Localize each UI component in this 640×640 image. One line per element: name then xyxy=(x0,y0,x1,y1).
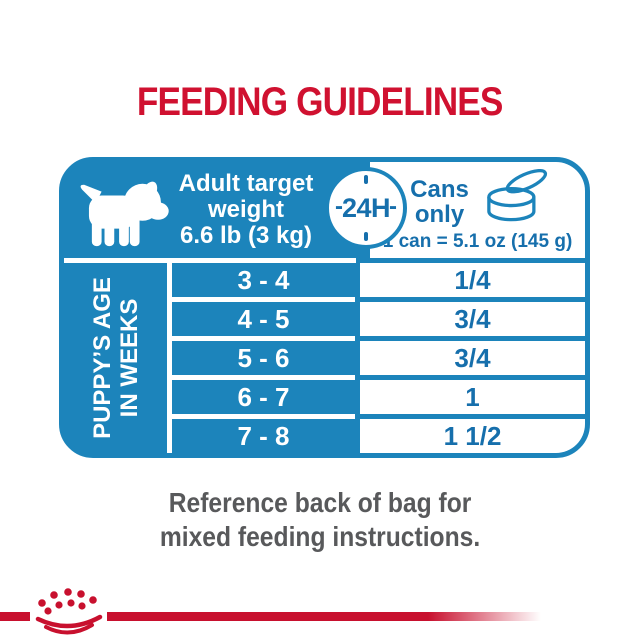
column-separator xyxy=(167,263,172,453)
age-cell: 6 - 7 xyxy=(172,380,355,414)
column-separator xyxy=(355,263,360,453)
clock-tick-bottom xyxy=(364,232,368,241)
adult-target-weight-label: Adult target weight 6.6 lb (3 kg) xyxy=(174,171,370,249)
age-sidebar-label: PUPPY’S AGE IN WEEKS xyxy=(88,277,143,439)
weight-value: 6.6 lb (3 kg) xyxy=(179,222,313,249)
cans-cell: 1 xyxy=(360,380,585,414)
age-column: 3 - 4 4 - 5 5 - 6 6 - 7 7 - 8 xyxy=(172,263,355,453)
cans-cell: 3/4 xyxy=(360,341,585,375)
age-cell: 4 - 5 xyxy=(172,302,355,336)
age-cell: 7 - 8 xyxy=(172,419,355,453)
table-header: Adult target weight 6.6 lb (3 kg) Cans o… xyxy=(64,162,585,258)
can-equivalence: 1 can = 5.1 oz (145 g) xyxy=(382,231,573,252)
age-sidebar: PUPPY’S AGE IN WEEKS xyxy=(64,263,167,453)
24h-clock-icon: - 24H - xyxy=(325,167,407,249)
cans-cell: 3/4 xyxy=(360,302,585,336)
footnote-line2: mixed feeding instructions. xyxy=(159,521,481,552)
page-title: FEEDING GUIDELINES xyxy=(137,80,503,124)
footnote: Reference back of bag for mixed feeding … xyxy=(0,486,640,554)
open-can-icon xyxy=(483,168,551,234)
cans-column: 1/4 3/4 3/4 1 1 1/2 xyxy=(360,263,585,453)
crown-paw-logo xyxy=(30,588,108,640)
age-cell: 3 - 4 xyxy=(172,263,355,297)
header-cans-cell: Cans only 1 can = 5.1 oz (145 g) xyxy=(370,162,585,258)
header-weight-cell: Adult target weight 6.6 lb (3 kg) xyxy=(64,162,370,258)
feeding-table: Adult target weight 6.6 lb (3 kg) Cans o… xyxy=(59,157,590,458)
weight-label-line1: Adult target xyxy=(178,170,314,197)
brand-line-right xyxy=(107,612,541,621)
brand-line-left xyxy=(0,612,30,621)
age-cell: 5 - 6 xyxy=(172,341,355,375)
cans-only-label: Cans only xyxy=(410,175,469,228)
puppy-icon xyxy=(74,177,174,254)
header-divider xyxy=(64,258,585,263)
table-body: PUPPY’S AGE IN WEEKS 3 - 4 4 - 5 5 - 6 6… xyxy=(64,263,585,453)
cans-cell: 1 1/2 xyxy=(360,419,585,453)
24h-label: 24H xyxy=(341,192,391,223)
clock-tick-top xyxy=(364,175,368,184)
weight-label-line2: weight xyxy=(208,196,284,223)
cans-cell: 1/4 xyxy=(360,263,585,297)
footnote-line1: Reference back of bag for xyxy=(168,487,472,518)
